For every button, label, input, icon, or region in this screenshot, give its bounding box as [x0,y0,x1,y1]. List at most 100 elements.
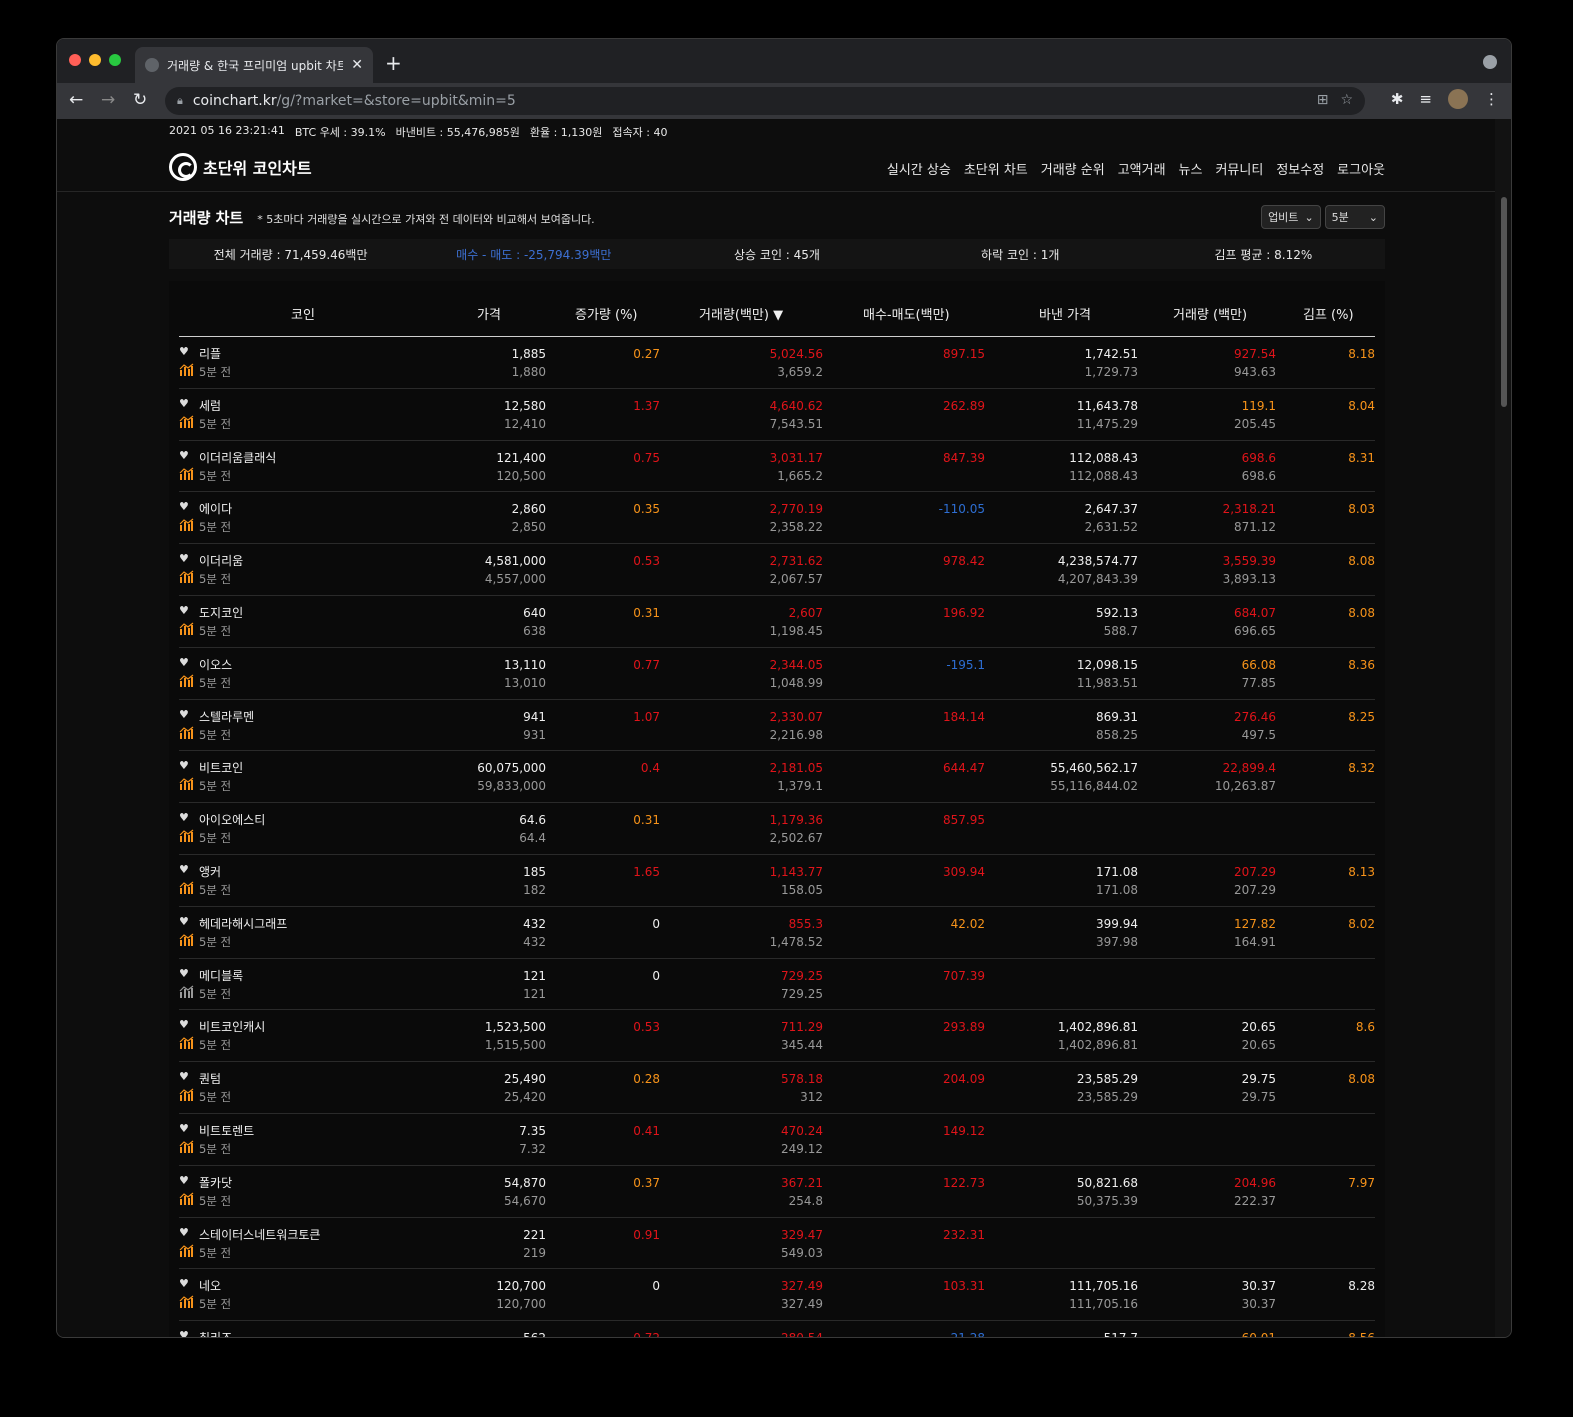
table-row[interactable]: ♥ 네오 5분 전 120,700 120,700 0 327.49 327.49 103.31… [179,1269,1375,1322]
coin-name[interactable]: 칠리즈 [199,1329,232,1337]
favorite-heart-icon[interactable]: ♥ [179,396,189,410]
chart-icon[interactable] [179,829,194,843]
reading-list-icon[interactable]: ≡ [1419,90,1432,108]
header-kimp[interactable]: 김프 (%) [1303,308,1354,323]
chart-icon[interactable] [179,1244,194,1257]
table-row[interactable]: ♥ 메디블록 5분 전 121 121 0 729.25 729.25 707.39 [179,959,1375,1011]
coin-name[interactable]: 네오 [199,1279,222,1294]
coin-name[interactable]: 세럼 [199,398,222,413]
coin-name[interactable]: 퀀텀 [199,1072,222,1087]
favorite-heart-icon[interactable]: ♥ [179,966,189,980]
chart-icon[interactable] [179,363,194,376]
nav-news[interactable]: 뉴스 [1178,163,1203,178]
favorite-heart-icon[interactable]: ♥ [179,707,189,721]
favorite-heart-icon[interactable]: ♥ [179,1225,189,1239]
table-row[interactable]: ♥ 비트토렌트 5분 전 7.35 7.32 0.41 470.24 249.12 149.12 [179,1114,1375,1166]
table-row[interactable]: ♥ 에이다 5분 전 2,860 2,850 0.35 2,770.19 2,358.22 -1… [179,492,1375,545]
coin-name[interactable]: 폴카닷 [199,1175,233,1190]
header-binance-volume[interactable]: 거래량 (백만) [1173,308,1248,323]
nav-logout[interactable]: 로그아웃 [1337,163,1385,178]
more-menu-icon[interactable]: ⋮ [1484,90,1499,108]
favorite-heart-icon[interactable]: ♥ [179,1018,189,1032]
coin-name[interactable]: 이오스 [199,657,233,672]
favorite-heart-icon[interactable]: ♥ [179,1329,189,1338]
chart-icon[interactable] [179,570,194,584]
coin-name[interactable]: 도지코인 [199,605,244,620]
translate-icon[interactable]: ⊞ [1316,92,1329,108]
back-icon[interactable]: ← [69,90,84,110]
chart-icon[interactable] [179,881,194,894]
avatar[interactable] [1448,89,1468,109]
chart-icon[interactable] [179,1036,194,1050]
coin-name[interactable]: 에이다 [199,502,233,517]
favorite-heart-icon[interactable]: ♥ [179,1173,189,1187]
coin-name[interactable]: 헤데라해시그래프 [199,916,288,931]
forward-icon[interactable]: → [101,90,116,110]
coin-name[interactable]: 앵커 [199,864,222,879]
table-row[interactable]: ♥ 이더리움 5분 전 4,581,000 4,557,000 0.53 2,731.62 2… [179,544,1375,596]
nav-edit-profile[interactable]: 정보수정 [1276,163,1325,178]
close-window-button[interactable] [69,54,81,66]
table-row[interactable]: ♥ 아이오에스티 5분 전 64.6 64.4 0.31 1,179.36 2,502.67 8… [179,803,1375,855]
chart-icon[interactable] [179,985,194,998]
coin-name[interactable]: 아이오에스티 [199,813,266,828]
browser-tab[interactable]: 거래량 & 한국 프리미엄 upbit 차트 ✕ [135,47,373,83]
tab-search-icon[interactable] [1483,55,1497,69]
table-row[interactable]: ♥칠리즈5분 전5620.72280.54-21.28517.760.018.5… [179,1321,1375,1338]
header-volume[interactable]: 거래량(백만) ▼ [699,308,784,323]
favorite-heart-icon[interactable]: ♥ [179,1277,189,1291]
coin-name[interactable]: 리플 [199,347,222,361]
scrollbar-thumb[interactable] [1501,197,1507,407]
new-tab-button[interactable]: + [385,51,402,75]
chart-icon[interactable] [179,622,194,635]
favorite-heart-icon[interactable]: ♥ [179,1121,189,1135]
chart-icon[interactable] [179,1140,194,1153]
coin-name[interactable]: 스텔라루멘 [199,709,255,724]
table-row[interactable]: ♥ 비트코인캐시 5분 전 1,523,500 1,515,500 0.53 711.29 3… [179,1010,1375,1063]
table-row[interactable]: ♥ 스테이터스네트워크토큰 5분 전 221 219 0.91 329.47 549.03 23… [179,1218,1375,1270]
table-row[interactable]: ♥ 퀀텀 5분 전 25,490 25,420 0.28 578.18 312 204.09 23… [179,1062,1375,1114]
table-row[interactable]: ♥ 도지코인 5분 전 640 638 0.31 2,607 1,198.45 196.92 59… [179,596,1375,648]
table-row[interactable]: ♥ 리플 5분 전 1,885 1,880 0.27 5,024.56 3,659.2 897.… [179,337,1375,389]
header-rate[interactable]: 증가량 (%) [575,308,638,323]
table-row[interactable]: ♥ 세럼 5분 전 12,580 12,410 1.37 4,640.62 7,543.51 2… [179,389,1375,441]
chart-icon[interactable] [179,1295,194,1309]
chart-icon[interactable] [179,1192,194,1205]
nav-community[interactable]: 커뮤니티 [1215,163,1264,178]
favorite-heart-icon[interactable]: ♥ [179,345,189,358]
chart-icon[interactable] [179,933,194,946]
table-row[interactable]: ♥ 스텔라루멘 5분 전 941 931 1.07 2,330.07 2,216.98 184.… [179,700,1375,752]
extensions-icon[interactable]: ✱ [1390,90,1404,108]
exchange-select[interactable]: 업비트 ⌄ [1261,205,1321,229]
chart-icon[interactable] [179,518,194,532]
coin-name[interactable]: 스테이터스네트워크토큰 [199,1227,321,1242]
chart-icon[interactable] [179,726,194,739]
reload-icon[interactable]: ↻ [133,90,148,110]
table-row[interactable]: ♥ 앵커 5분 전 185 182 1.65 1,143.77 158.05 309.94 171… [179,855,1375,907]
coin-name[interactable]: 이더리움클래식 [199,450,277,465]
table-row[interactable]: ♥ 이오스 5분 전 13,110 13,010 0.77 2,344.05 1,048.99… [179,648,1375,700]
table-row[interactable]: ♥ 폴카닷 5분 전 54,870 54,670 0.37 367.21 254.8 122.7… [179,1166,1375,1218]
chart-icon[interactable] [179,674,194,687]
bookmark-star-icon[interactable]: ☆ [1340,92,1353,108]
favorite-heart-icon[interactable]: ♥ [179,448,189,462]
table-row[interactable]: ♥ 이더리움클래식 5분 전 121,400 120,500 0.75 3,031.17 1,… [179,441,1375,493]
maximize-window-button[interactable] [109,54,121,66]
coin-name[interactable]: 비트코인 [199,761,244,776]
header-binance-price[interactable]: 바낸 가격 [1039,308,1091,323]
chart-icon[interactable] [179,1088,194,1102]
coin-name[interactable]: 메디블록 [199,968,244,983]
nav-second-chart[interactable]: 초단위 차트 [963,163,1028,178]
header-price[interactable]: 가격 [477,308,501,323]
table-row[interactable]: ♥ 헤데라해시그래프 5분 전 432 432 0 855.3 1,478.52 42.02 39… [179,907,1375,959]
coin-name[interactable]: 이더리움 [199,554,244,569]
table-row[interactable]: ♥ 비트코인 5분 전 60,075,000 59,833,000 0.4 2,181.05… [179,751,1375,804]
favorite-heart-icon[interactable]: ♥ [179,552,189,566]
chart-icon[interactable] [179,777,194,791]
favorite-heart-icon[interactable]: ♥ [179,759,189,773]
favorite-heart-icon[interactable]: ♥ [179,603,189,617]
favorite-heart-icon[interactable]: ♥ [179,914,189,928]
coin-name[interactable]: 비트토렌트 [199,1123,255,1138]
chart-icon[interactable] [179,467,194,480]
nav-large-trades[interactable]: 고액거래 [1117,163,1166,178]
